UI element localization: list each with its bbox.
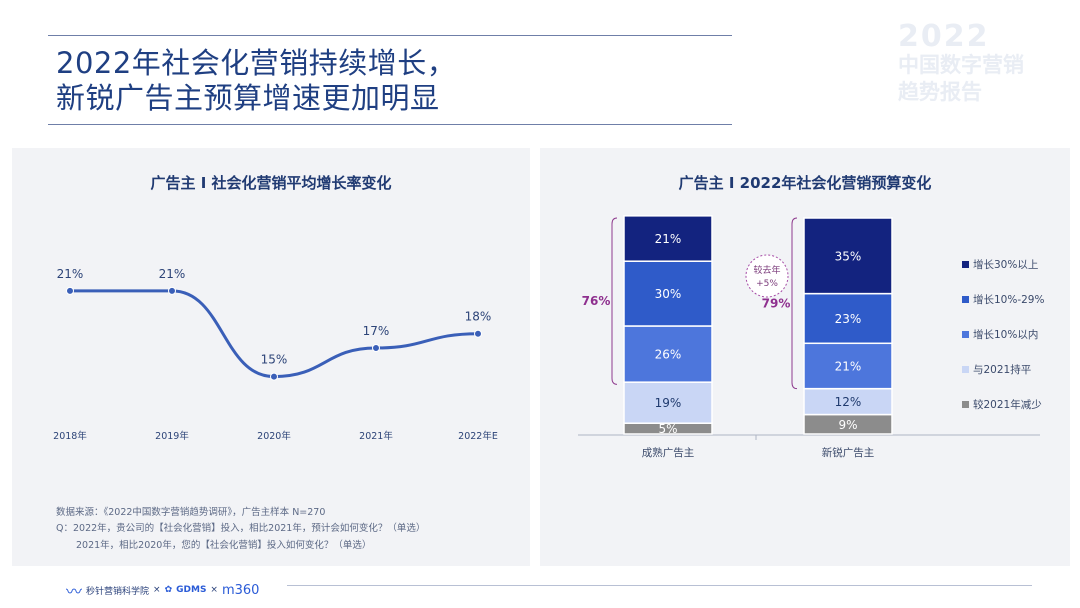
title-bottom-rule [48,124,732,125]
line-point [372,344,380,352]
x-tick-label: 2020年 [257,430,291,442]
bracket-total-label: 79% [762,296,791,310]
bracket-total-label: 76% [582,294,611,308]
legend-label: 较2021年减少 [973,399,1042,411]
footer-sep-1: × [153,585,161,595]
legend-item: 增长10%以内 [962,327,1038,342]
line-chart: 21% 2018年 21% 2019年 15% 2020年 17% 2021年 18% 2022年… [53,267,498,442]
bar-segment [623,215,713,262]
x-tick-label: 2018年 [53,430,87,442]
bar-value-label: 12% [835,395,862,409]
legend-swatch [962,331,969,338]
line-point [168,286,176,295]
legend-label: 增长30%以上 [973,259,1039,271]
legend-swatch [962,261,969,268]
title-top-rule [48,35,732,36]
line-data-label: 15% [261,353,288,367]
line-data-label: 21% [57,267,84,281]
bar-category-label: 新锐广告主 [822,446,875,459]
line-point [270,372,278,381]
brand-text-line2: 趋势报告 [898,80,982,104]
bar-segment [803,387,893,416]
line-data-label: 21% [159,267,186,281]
bracket [611,217,618,385]
bar-value-label: 9% [838,418,857,432]
bar-value-label: 23% [835,312,862,326]
bar-segment [623,381,713,424]
footer-logo-3: m360 [221,582,260,598]
legend-swatch [962,366,969,373]
page-title: 2022年社会化营销持续增长， 新锐广告主预算增速更加明显 [56,46,456,116]
line-data-label: 17% [363,324,390,338]
legend-item: 增长10%-29% [962,292,1044,307]
bar-segment [623,260,713,327]
bracket [791,217,798,390]
footer-rule [287,585,1032,586]
bar-segment [803,217,893,295]
wave-logo-icon: 〰 [66,582,83,601]
x-tick-label: 2022年E [458,430,498,442]
x-tick-label: 2019年 [155,430,189,442]
bar-value-label: 35% [835,249,862,263]
right-chart-title: 广告主 I 2022年社会化营销预算变化 [678,174,932,192]
stacked-bar-chart: 5% 19% 26% 30% 21% 成熟广告主 76% 9% 12% 21% 23% 35% 新锐广告… [578,215,1040,459]
legend-label: 增长10%以内 [973,329,1039,341]
bar-value-label: 19% [655,396,682,410]
yoy-bubble [745,254,789,298]
bar-value-label: 21% [655,232,682,246]
brand-text-line1: 中国数字营销 [898,53,1024,77]
left-chart-title: 广告主 I 社会化营销平均增长率变化 [150,174,392,192]
bar-value-label: 30% [655,287,682,301]
page-title-line1: 2022年社会化营销持续增长， [56,46,457,80]
legend-label: 增长10%-29% [973,294,1045,306]
survey-question-1: Q：2022年，贵公司的【社会化营销】投入，相比2021年，预计会如何变化？（单… [56,523,426,534]
legend-swatch [962,296,969,303]
yoy-bubble-line1: 较去年 [753,264,780,276]
bar-segment [803,342,893,390]
yoy-bubble-line2: +5% [756,279,778,289]
bar-value-label: 26% [655,348,682,362]
brand-year: 2022 [898,19,990,54]
gdms-logo-icon: ✿ [164,585,173,595]
data-source-note: 数据来源：《2022中国数字营销趋势调研》，广告主样本 N=270 [56,507,326,518]
footer-logo-1: 秒针营销科学院 [86,586,150,597]
legend-swatch [962,401,969,408]
footer-logo-2: GDMS [176,585,207,595]
bar-value-label: 21% [835,359,862,373]
report-brand-watermark: 2022 中国数字营销 趋势报告 [898,22,1058,106]
legend-label: 与2021持平 [973,364,1032,376]
line-point [474,329,482,338]
line-point [66,286,74,295]
legend-item: 与2021持平 [962,362,1031,377]
footer-logos: 〰 秒针营销科学院 × ✿ GDMS × m360 [66,578,259,602]
footer-sep-2: × [210,585,218,595]
bar-value-label: 5% [658,422,677,436]
x-tick-label: 2021年 [359,430,393,442]
page-title-line2: 新锐广告主预算增速更加明显 [56,81,440,115]
survey-question-2: 2021年，相比2020年，您的【社会化营销】投入如何变化？（单选） [76,540,372,551]
legend-item: 增长30%以上 [962,257,1038,272]
legend-item: 较2021年减少 [962,397,1042,412]
bar-segment [623,325,713,383]
line-data-label: 18% [465,310,492,324]
bar-category-label: 成熟广告主 [642,446,695,459]
left-chart-panel [12,148,530,566]
